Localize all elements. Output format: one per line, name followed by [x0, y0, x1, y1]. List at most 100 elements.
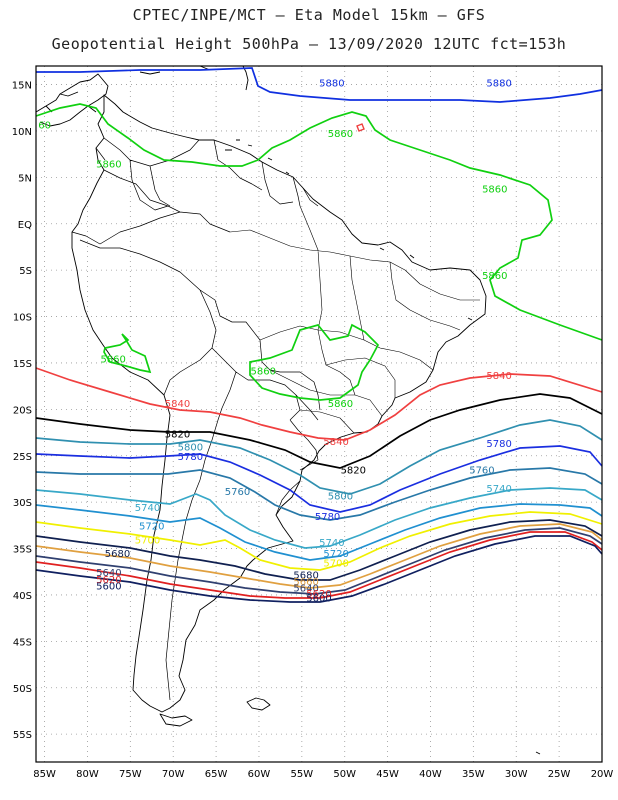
lat-label: 10N: [12, 127, 32, 138]
contour-5860-small: [356, 123, 365, 132]
lon-label: 70W: [162, 769, 185, 780]
contour-5860-brazil: [249, 323, 380, 401]
map-frame: [35, 65, 603, 763]
contour-5640: [35, 527, 603, 595]
central-america-coastline: [35, 73, 109, 127]
lon-label: 35W: [462, 769, 485, 780]
lat-label: 15S: [13, 359, 32, 370]
contour-5680: [35, 519, 603, 581]
contour-label: 5620: [96, 575, 121, 586]
contour-label: 5720: [323, 549, 348, 560]
lat-label: 10S: [13, 313, 32, 324]
contour-5720: [35, 503, 603, 561]
contour-5780: [35, 445, 603, 513]
contour-label: 5820: [165, 429, 190, 440]
lon-label: 25W: [548, 769, 571, 780]
contour-label: 5880: [319, 79, 344, 90]
lon-label: 85W: [33, 769, 56, 780]
contour-label: 5740: [135, 503, 160, 514]
south-america-coastline: [71, 94, 487, 713]
contour-5600: [35, 535, 603, 603]
lon-label: 75W: [119, 769, 142, 780]
contour-label: 5860: [328, 399, 353, 410]
lon-label: 65W: [205, 769, 228, 780]
lat-label: 5S: [19, 266, 32, 277]
lat-label: 15N: [12, 81, 32, 92]
contour-label: 5820: [341, 466, 366, 477]
contour-5820: [35, 393, 603, 469]
tierra-del-fuego: [159, 713, 193, 727]
lat-label: EQ: [18, 220, 32, 231]
contour-label: 5780: [486, 439, 511, 450]
contour-5660: [35, 523, 603, 589]
contour-label: 5780: [178, 452, 203, 463]
contour-label: 5600: [306, 594, 331, 605]
contour-5840: [35, 367, 603, 441]
contour-label: 5760: [469, 466, 494, 477]
lat-label: 45S: [13, 637, 32, 648]
contour-lines: [35, 67, 603, 603]
lat-label: 55S: [13, 730, 32, 741]
lon-label: 40W: [419, 769, 442, 780]
lon-label: 30W: [505, 769, 528, 780]
lat-label: 25S: [13, 452, 32, 463]
falkland-islands: [246, 697, 271, 711]
contour-label: 5720: [139, 521, 164, 532]
contour-label: 5760: [225, 487, 250, 498]
contour-5860-peru: [103, 333, 152, 374]
lat-label: 30S: [13, 498, 32, 509]
lon-label: 50W: [333, 769, 356, 780]
lon-label: 60W: [248, 769, 271, 780]
lat-label: 5N: [18, 173, 32, 184]
contour-5740: [35, 487, 603, 549]
small-islands: [379, 247, 541, 755]
contour-label: 5880: [486, 79, 511, 90]
caribbean-islands: [225, 139, 290, 175]
contour-label: 5640: [293, 584, 318, 595]
title-line-2: Geopotential Height 500hPa – 13/09/2020 …: [51, 35, 567, 53]
contour-label: 5600: [96, 582, 121, 593]
contour-label: 5840: [486, 371, 511, 382]
contour-label: 5660: [293, 577, 318, 588]
contour-label: 5700: [135, 535, 160, 546]
contour-label: 5700: [323, 558, 348, 569]
land-outlines: [35, 65, 541, 755]
lat-label: 35S: [13, 545, 32, 556]
contour-label: 5740: [319, 538, 344, 549]
contour-5800: [35, 419, 603, 495]
lon-label: 55W: [291, 769, 314, 780]
lat-label: 50S: [13, 684, 32, 695]
contour-label: 5620: [306, 589, 331, 600]
lon-label: 45W: [376, 769, 399, 780]
contour-label: 5860: [251, 366, 276, 377]
contour-5860-north: [35, 103, 603, 341]
contour-5760: [35, 467, 603, 521]
contour-5620: [35, 531, 603, 599]
lon-label: 80W: [76, 769, 99, 780]
lat-label: 20S: [13, 405, 32, 416]
contour-label: 5860: [482, 184, 507, 195]
contour-label: 5740: [486, 484, 511, 495]
contour-label: 5860: [328, 129, 353, 140]
brazil-state-borders: [229, 205, 480, 434]
contour-label: 5680: [293, 571, 318, 582]
lon-label: 20W: [591, 769, 614, 780]
contour-label: 5860: [100, 354, 125, 365]
lat-label: 40S: [13, 591, 32, 602]
contour-label: 5780: [315, 512, 340, 523]
contour-labels: 5880 5880 5860 5860 5860 5860 5860 5860 5860 5840…: [38, 79, 512, 605]
country-borders: [71, 137, 321, 701]
contour-label: 5840: [165, 399, 190, 410]
contour-label: 5680: [105, 549, 130, 560]
longitude-labels: 85W 80W 75W 70W 65W 60W 55W 50W 45W 40W 35W 30W 25W 2…: [33, 769, 613, 780]
contour-label: 5640: [96, 568, 121, 579]
title-line-1: CPTEC/INPE/MCT – Eta Model 15km – GFS: [132, 6, 486, 24]
contour-label: 5840: [323, 437, 348, 448]
latitude-labels: 15N 10N 5N EQ 5S 10S 15S 20S 25S 30S 35S 40S 45S 50S 5…: [12, 81, 32, 742]
contour-label: 5860: [482, 271, 507, 282]
contour-5700: [35, 511, 603, 571]
contour-label: 60: [38, 120, 51, 131]
contour-label: 5800: [328, 492, 353, 503]
contour-label: 5800: [178, 442, 203, 453]
